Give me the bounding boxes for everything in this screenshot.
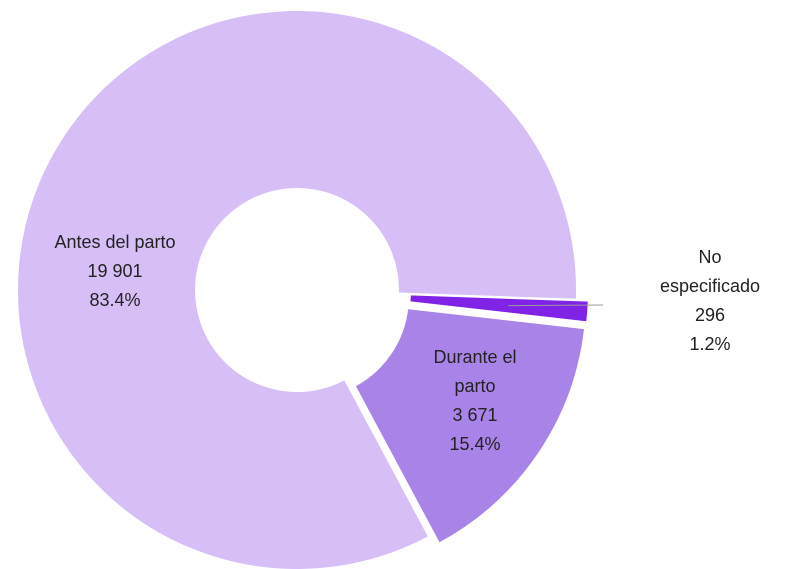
slice-label: Antes del parto 19 901 83.4%: [25, 228, 205, 315]
category-label: No especificado: [659, 247, 761, 296]
category-label: Antes del parto: [54, 232, 176, 252]
value-label: 19 901: [87, 261, 143, 281]
donut-slice: [408, 293, 590, 324]
value-label: 3 671: [452, 405, 498, 425]
value-label: 296: [694, 305, 726, 325]
percent-label: 1.2%: [689, 334, 731, 354]
category-label: Durante el parto: [433, 347, 517, 396]
donut-slice: [353, 307, 587, 545]
percent-label: 15.4%: [449, 434, 501, 454]
slice-label: Durante el parto 3 671 15.4%: [415, 343, 535, 459]
leader-line: [508, 304, 604, 307]
donut-slice: [16, 9, 578, 569]
percent-label: 83.4%: [89, 290, 141, 310]
slice-label: No especificado 296 1.2%: [640, 243, 780, 359]
